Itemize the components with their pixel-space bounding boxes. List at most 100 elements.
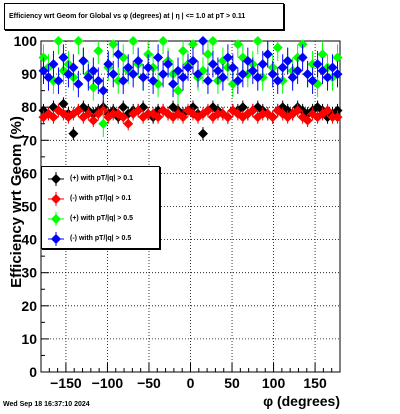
data-point — [237, 69, 248, 80]
y-tick-labels: 0 10 20 30 40 50 60 70 80 90 100 — [14, 33, 38, 380]
x-tick-label: −150 — [50, 375, 82, 391]
data-point — [58, 108, 69, 119]
y-axis-label: Efficiency wrt Geom (%) — [8, 116, 25, 288]
y-tick-label: 40 — [21, 232, 37, 248]
legend-label: (+) with pT/|q| > 0.5 — [70, 215, 134, 222]
data-point — [287, 72, 298, 83]
data-point — [108, 69, 119, 80]
data-point — [183, 62, 194, 73]
data-point — [202, 105, 213, 116]
data-point — [118, 75, 129, 86]
data-point — [73, 105, 84, 116]
data-point — [143, 62, 154, 73]
data-point — [332, 112, 343, 123]
data-point — [58, 52, 69, 63]
data-point — [68, 62, 79, 73]
data-point — [242, 55, 253, 66]
data-point — [247, 65, 258, 76]
y-tick-label: 10 — [21, 331, 37, 347]
data-point — [307, 75, 318, 86]
data-point — [197, 36, 208, 46]
data-point — [98, 118, 109, 129]
data-point — [202, 49, 213, 60]
x-tick-label: −100 — [92, 375, 124, 391]
data-point — [173, 85, 184, 96]
data-point — [222, 52, 233, 63]
y-tick-label: 20 — [21, 298, 37, 314]
data-point — [317, 65, 328, 76]
data-point — [128, 69, 139, 80]
data-point — [48, 112, 59, 123]
data-point — [302, 115, 313, 126]
data-point — [168, 79, 179, 90]
y-tick-label: 70 — [21, 132, 37, 148]
legend-label: (-) with pT/|q| > 0.1 — [70, 195, 132, 202]
data-point — [302, 69, 313, 80]
x-tick-label: 150 — [303, 375, 327, 391]
data-point — [153, 52, 164, 63]
data-point — [38, 65, 49, 76]
y-tick-label: 80 — [21, 99, 37, 115]
data-point — [128, 36, 139, 46]
x-tick-labels: −150 −100 −50 0 50 100 150 — [50, 375, 327, 391]
data-point — [53, 75, 64, 86]
data-point — [73, 79, 84, 90]
data-point — [98, 85, 109, 96]
x-axis-label: φ (degrees) — [263, 393, 340, 409]
data-point — [43, 72, 54, 83]
legend-marker — [48, 212, 64, 226]
legend-label: (-) with pT/|q| > 0.5 — [70, 235, 132, 242]
data-point — [108, 39, 119, 50]
x-tick-label: 100 — [262, 375, 286, 391]
legend: (+) with pT/|q| > 0.1 (-) with pT/|q| > 0… — [41, 166, 160, 249]
data-point — [118, 112, 129, 123]
legend-label: (+) with pT/|q| > 0.1 — [70, 175, 134, 182]
data-point — [153, 112, 164, 123]
data-point — [332, 69, 343, 80]
x-tick-label: 50 — [224, 375, 240, 391]
chart-title: Efficiency wrt Geom for Global vs φ (deg… — [9, 13, 246, 20]
data-point — [267, 112, 278, 123]
data-point — [312, 59, 323, 70]
data-point — [178, 72, 189, 83]
y-tick-label: 90 — [21, 66, 37, 82]
data-point — [138, 72, 149, 83]
data-point — [222, 112, 233, 123]
data-point — [192, 69, 203, 80]
timestamp: Wed Sep 18 16:37:10 2024 — [3, 401, 90, 408]
data-point — [262, 49, 273, 60]
data-point — [272, 75, 283, 86]
data-point — [252, 72, 263, 83]
data-point — [113, 49, 124, 60]
data-point — [232, 39, 243, 50]
y-tick-label: 100 — [14, 33, 38, 49]
data-point — [207, 59, 218, 70]
data-point — [88, 65, 99, 76]
data-point — [163, 59, 174, 70]
data-point — [292, 65, 303, 76]
x-tick-label: 0 — [187, 375, 195, 391]
data-point — [277, 62, 288, 73]
data-points — [38, 36, 343, 141]
data-point — [267, 69, 278, 80]
data-point — [133, 105, 144, 116]
data-point — [148, 75, 159, 86]
y-tick-label: 30 — [21, 265, 37, 281]
data-point — [78, 55, 89, 66]
data-point — [68, 128, 79, 139]
data-point — [187, 39, 198, 50]
data-point — [123, 62, 134, 73]
data-point — [158, 69, 169, 80]
x-tick-label: −50 — [137, 375, 161, 391]
data-point — [133, 55, 144, 66]
data-point — [178, 112, 189, 123]
data-point — [158, 36, 169, 46]
legend-entry: (+) with pT/|q| > 0.1 — [42, 169, 160, 189]
data-point — [58, 98, 69, 109]
legend-entry: (-) with pT/|q| > 0.5 — [42, 229, 160, 249]
y-tick-label: 60 — [21, 165, 37, 181]
data-point — [227, 62, 238, 73]
data-point — [272, 42, 283, 53]
data-point — [93, 75, 104, 86]
data-point — [118, 102, 129, 113]
